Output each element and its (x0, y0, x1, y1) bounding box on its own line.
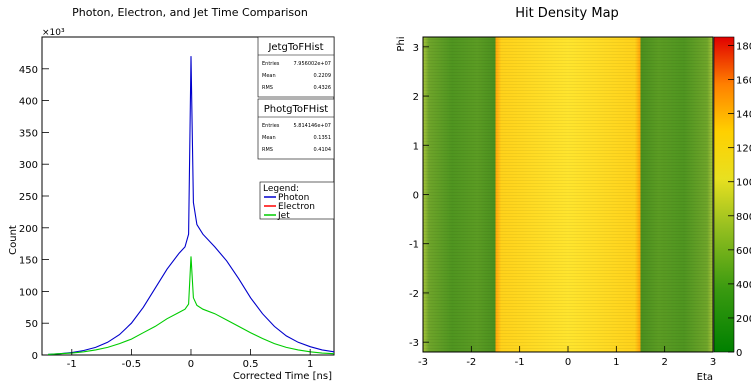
chart-title: Hit Density Map (515, 6, 619, 21)
y-axis-label: Count (8, 225, 19, 255)
y-axis-ticks: 0 50 100 150 200 250 300 350 400 450 (19, 65, 49, 362)
y-axis-label: Phi (396, 36, 407, 51)
y-tick-label: 2 (413, 92, 419, 103)
x-tick-label: -0.5 (122, 359, 142, 370)
y-tick-label: 150 (19, 256, 38, 267)
stats-rms-value: 0.4104 (314, 147, 332, 153)
y-multiplier-label: ×10³ (42, 28, 65, 38)
stats-box-title: PhotgToFHist (264, 104, 329, 115)
stats-entries-label: Entries (262, 123, 280, 129)
colorbar-tick-label: 1600 (736, 76, 751, 87)
stats-entries-label: Entries (262, 61, 280, 67)
colorbar-tick-label: 1000 (736, 178, 751, 189)
stats-rms-label: RMS (262, 147, 273, 153)
time-comparison-chart: Photon, Electron, and Jet Time Compariso… (8, 6, 335, 382)
y-tick-label: -3 (409, 338, 419, 349)
stats-mean-value: 0.2209 (314, 73, 332, 79)
y-tick-label: -1 (409, 240, 419, 251)
x-tick-label: 0.5 (243, 359, 259, 370)
series-line-jet (47, 256, 335, 355)
x-tick-label: -2 (466, 357, 476, 368)
colorbar-tick-label: 0 (736, 348, 742, 359)
y-axis-ticks: -3 -2 -1 0 1 2 3 (409, 43, 429, 349)
stats-rms-label: RMS (262, 85, 273, 91)
x-axis-label: Eta (697, 372, 713, 383)
y-tick-label: 0 (32, 351, 38, 362)
x-axis-label: Corrected Time [ns] (233, 371, 332, 382)
x-tick-label: -1 (515, 357, 525, 368)
x-axis-ticks: -1 -0.5 0 0.5 1 (67, 349, 313, 370)
y-tick-label: 3 (413, 43, 419, 54)
y-tick-label: 200 (19, 224, 38, 235)
series-lines (47, 56, 335, 355)
y-tick-label: 1 (413, 141, 419, 152)
y-tick-label: -2 (409, 289, 419, 300)
colorbar-tick-label: 1400 (736, 110, 751, 121)
stats-rms-value: 0.4326 (314, 85, 332, 91)
stats-box-title: JetgToFHist (267, 42, 323, 53)
legend-entry-photon: Photon (278, 193, 309, 203)
legend: Legend: Photon Electron Jet (259, 181, 335, 221)
stats-mean-label: Mean (262, 73, 276, 79)
heatmap-cells (423, 37, 713, 352)
colorbar-tick-label: 1200 (736, 144, 751, 155)
legend-entry-jet: Jet (277, 211, 290, 221)
colorbar-tick-label: 800 (736, 212, 751, 223)
y-tick-label: 350 (19, 128, 38, 139)
y-tick-label: 400 (19, 97, 38, 108)
x-tick-label: 1 (307, 359, 313, 370)
y-tick-label: 100 (19, 287, 38, 298)
colorbar-tick-label: 400 (736, 280, 751, 291)
colorbar-tick-label: 1800 (736, 42, 751, 53)
x-tick-label: 0 (565, 357, 571, 368)
colorbar-ticks: 0 200 400 600 800 1000 1200 1400 1600 1800 (728, 42, 751, 359)
y-tick-label: 300 (19, 160, 38, 171)
y-tick-label: 0 (413, 191, 419, 202)
y-tick-label: 450 (19, 65, 38, 76)
y-tick-label: 250 (19, 192, 38, 203)
chart-title: Photon, Electron, and Jet Time Compariso… (72, 6, 308, 19)
y-tick-label: 50 (25, 319, 38, 330)
x-tick-label: 1 (613, 357, 619, 368)
stats-mean-label: Mean (262, 135, 276, 141)
heatmap-texture (423, 37, 713, 352)
x-tick-label: -3 (418, 357, 428, 368)
stats-entries-value: 7.956002e+07 (294, 61, 332, 67)
x-tick-label: 2 (661, 357, 667, 368)
series-line-photon (47, 56, 335, 355)
hit-density-heatmap: Hit Density Map (396, 6, 751, 383)
x-tick-label: 3 (710, 357, 716, 368)
x-tick-label: -1 (67, 359, 77, 370)
stats-box-jet: JetgToFHist Entries 7.956002e+07 Mean 0.… (257, 36, 335, 98)
x-tick-label: 0 (188, 359, 194, 370)
colorbar (713, 36, 735, 353)
stats-mean-value: 0.1351 (314, 135, 332, 141)
legend-entry-electron: Electron (278, 202, 315, 212)
legend-title: Legend: (263, 184, 299, 194)
stats-box-photon: PhotgToFHist Entries 5.814146e+07 Mean 0… (257, 98, 335, 160)
x-axis-ticks: -3 -2 -1 0 1 2 3 (418, 346, 716, 368)
stats-entries-value: 5.814146e+07 (294, 123, 332, 129)
colorbar-tick-label: 200 (736, 314, 751, 325)
colorbar-tick-label: 600 (736, 246, 751, 257)
